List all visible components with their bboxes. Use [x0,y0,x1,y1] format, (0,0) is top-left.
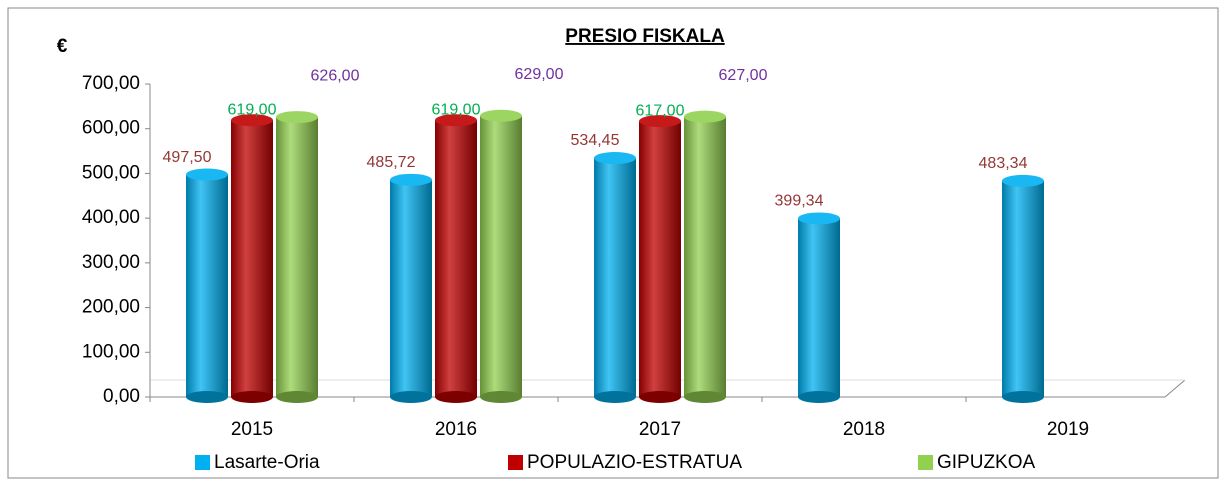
legend-label: POPULAZIO-ESTRATUA [527,452,742,473]
y-tick-label: 200,00 [82,297,140,318]
bar-base [1002,391,1044,403]
legend-swatch [195,455,210,470]
x-tick-label: 2015 [231,419,273,440]
data-label: 483,34 [979,155,1028,172]
bar [639,121,681,397]
data-label: 534,45 [571,132,620,149]
x-tick-label: 2018 [843,419,885,440]
bar-base [435,391,477,403]
bar-base [186,391,228,403]
bar-base [276,391,318,403]
legend-swatch [918,455,933,470]
bar [276,117,318,398]
y-tick-label: 700,00 [82,73,140,94]
data-label: 619,00 [228,101,277,118]
bar-top [435,114,477,127]
data-label: 497,50 [163,149,212,166]
bar-top [186,168,228,181]
bar [798,218,840,397]
bar-base [390,391,432,403]
y-tick-label: 400,00 [82,207,140,228]
bar [186,174,228,397]
data-label: 629,00 [515,66,564,83]
bar-top [684,110,726,123]
bar-base [231,391,273,403]
bar-base [798,391,840,403]
y-tick-label: 300,00 [82,252,140,273]
data-label: 626,00 [311,67,360,84]
data-label: 399,34 [775,193,824,210]
bar-base [639,391,681,403]
y-tick-label: 100,00 [82,341,140,362]
x-tick-label: 2017 [639,419,681,440]
data-label: 627,00 [719,67,768,84]
legend-label: GIPUZKOA [937,452,1036,473]
data-label: 617,00 [636,102,685,119]
bar-top [1002,174,1044,187]
bar-top [798,212,840,225]
legend-label: Lasarte-Oria [214,452,320,473]
bar-base [480,391,522,403]
bar-top [594,152,636,165]
bar-top [480,109,522,122]
data-label: 619,00 [432,101,481,118]
x-tick-label: 2016 [435,419,477,440]
y-tick-label: 500,00 [82,162,140,183]
bar [435,120,477,398]
legend-swatch [508,455,523,470]
chart-title: PRESIO FISKALA [565,26,725,47]
data-label: 485,72 [367,154,416,171]
bar-top [276,111,318,124]
bar-top [639,115,681,128]
x-tick-label: 2019 [1047,419,1089,440]
bar [684,116,726,398]
bar [231,120,273,398]
bar [594,158,636,397]
bar [390,179,432,397]
y-tick-label: 0,00 [103,386,140,407]
bar-base [594,391,636,403]
y-tick-label: 600,00 [82,118,140,139]
bar-top [231,114,273,127]
bar [1002,180,1044,397]
bar-top [390,173,432,186]
y-axis-label: € [57,36,68,57]
bar-base [684,391,726,403]
bar [480,115,522,398]
